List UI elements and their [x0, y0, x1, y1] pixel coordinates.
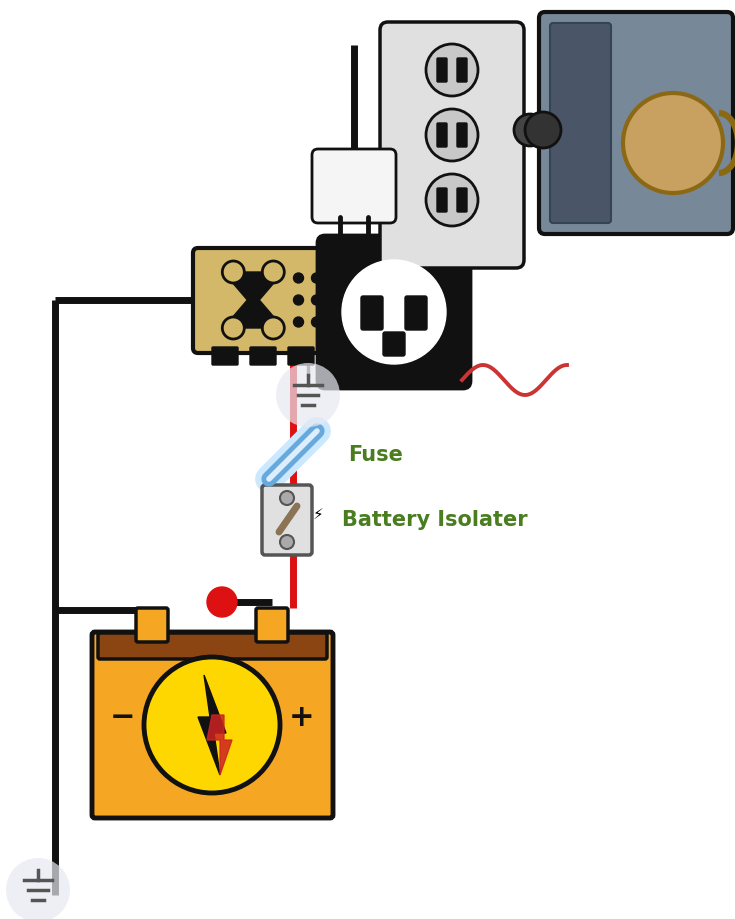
- FancyBboxPatch shape: [539, 12, 733, 234]
- FancyBboxPatch shape: [212, 347, 238, 365]
- FancyBboxPatch shape: [383, 332, 405, 356]
- Polygon shape: [207, 715, 232, 775]
- FancyBboxPatch shape: [98, 633, 327, 659]
- FancyBboxPatch shape: [136, 608, 168, 642]
- FancyBboxPatch shape: [262, 485, 312, 555]
- Circle shape: [514, 114, 546, 146]
- Circle shape: [280, 535, 294, 549]
- Circle shape: [426, 109, 478, 161]
- Circle shape: [329, 317, 340, 327]
- FancyBboxPatch shape: [380, 22, 524, 268]
- Circle shape: [262, 317, 284, 339]
- FancyBboxPatch shape: [312, 149, 396, 223]
- Circle shape: [262, 261, 284, 283]
- Circle shape: [293, 273, 304, 283]
- FancyBboxPatch shape: [405, 296, 427, 330]
- FancyBboxPatch shape: [288, 347, 314, 365]
- Circle shape: [280, 491, 294, 505]
- FancyBboxPatch shape: [437, 123, 447, 147]
- FancyBboxPatch shape: [457, 188, 467, 212]
- Circle shape: [222, 317, 244, 339]
- Circle shape: [276, 363, 340, 427]
- Circle shape: [525, 112, 561, 148]
- Circle shape: [312, 295, 321, 305]
- FancyBboxPatch shape: [437, 188, 447, 212]
- FancyBboxPatch shape: [92, 632, 333, 818]
- Circle shape: [329, 273, 340, 283]
- Circle shape: [293, 317, 304, 327]
- FancyBboxPatch shape: [550, 23, 611, 223]
- Circle shape: [342, 260, 446, 364]
- Circle shape: [144, 657, 280, 793]
- Text: +: +: [289, 702, 315, 732]
- Text: ⚡: ⚡: [313, 506, 323, 521]
- Circle shape: [312, 273, 321, 283]
- Circle shape: [222, 261, 244, 283]
- Circle shape: [426, 44, 478, 96]
- Circle shape: [207, 587, 237, 617]
- Circle shape: [329, 295, 340, 305]
- FancyBboxPatch shape: [256, 608, 288, 642]
- Polygon shape: [223, 272, 283, 328]
- FancyBboxPatch shape: [457, 123, 467, 147]
- Circle shape: [426, 174, 478, 226]
- FancyBboxPatch shape: [193, 248, 361, 353]
- FancyBboxPatch shape: [437, 58, 447, 82]
- Circle shape: [623, 93, 723, 193]
- Circle shape: [293, 295, 304, 305]
- Circle shape: [6, 858, 70, 919]
- FancyBboxPatch shape: [250, 347, 276, 365]
- Circle shape: [312, 317, 321, 327]
- Polygon shape: [198, 675, 226, 775]
- FancyBboxPatch shape: [361, 296, 383, 330]
- Text: Battery Isolater: Battery Isolater: [342, 510, 528, 530]
- FancyBboxPatch shape: [326, 347, 352, 365]
- Text: −: −: [110, 702, 136, 732]
- Text: Fuse: Fuse: [348, 445, 403, 465]
- FancyBboxPatch shape: [317, 235, 471, 389]
- FancyBboxPatch shape: [457, 58, 467, 82]
